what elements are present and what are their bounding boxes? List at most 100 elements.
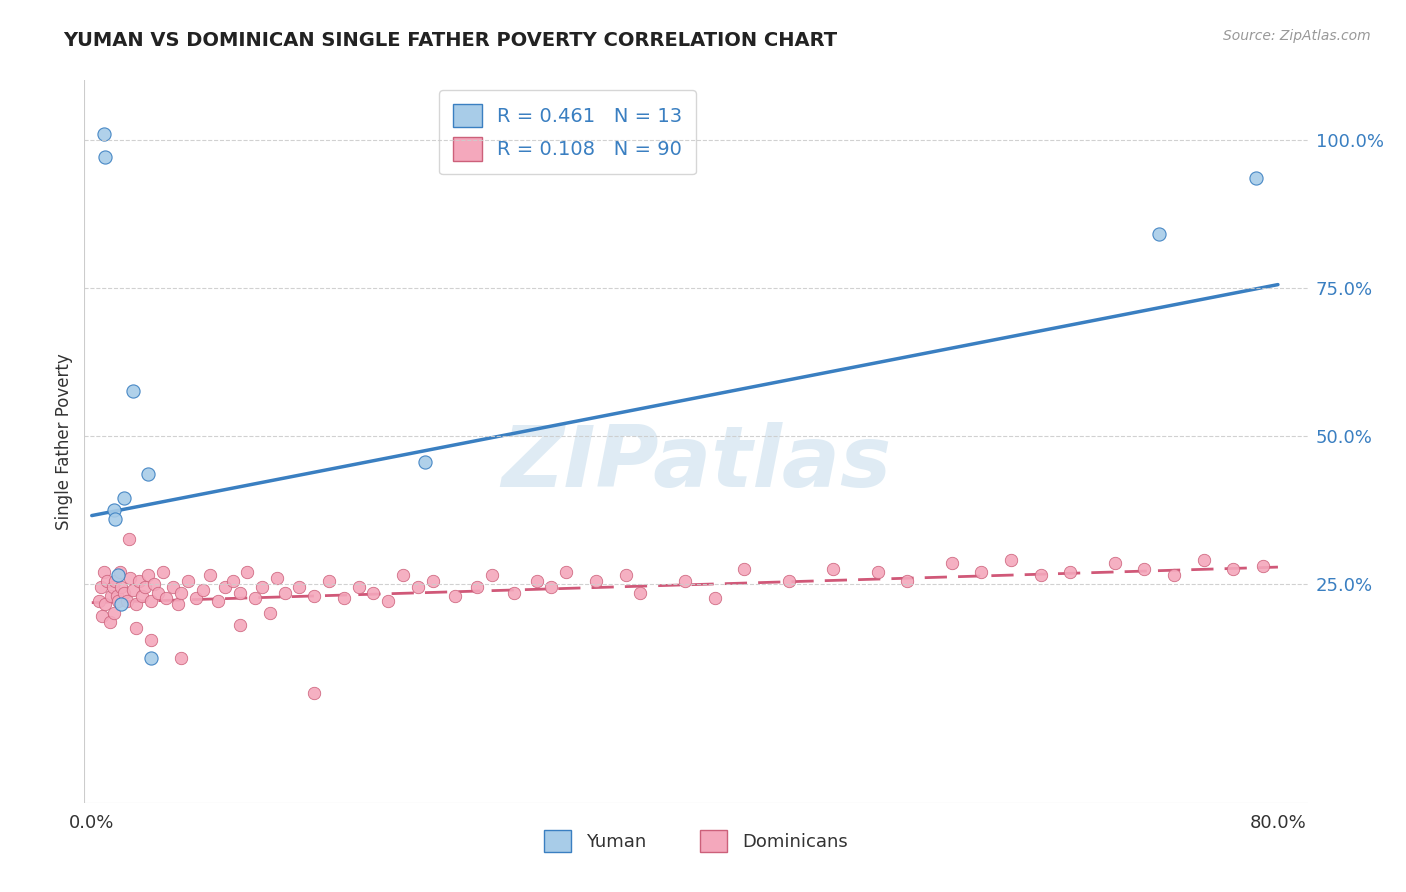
Point	[628, 585, 651, 599]
Point	[363, 585, 385, 599]
Point	[1251, 558, 1274, 573]
Point	[941, 556, 963, 570]
Point	[104, 574, 127, 588]
Point	[128, 574, 150, 588]
Point	[108, 565, 131, 579]
Point	[103, 607, 125, 621]
Point	[112, 491, 135, 505]
Point	[89, 594, 111, 608]
Point	[200, 567, 222, 582]
Point	[1000, 553, 1022, 567]
Point	[229, 585, 252, 599]
Point	[896, 574, 918, 588]
Point	[778, 574, 800, 588]
Point	[139, 650, 162, 665]
Point	[93, 127, 115, 141]
Point	[214, 580, 236, 594]
Point	[377, 594, 399, 608]
Point	[733, 562, 755, 576]
Point	[152, 565, 174, 579]
Point	[866, 565, 889, 579]
Point	[98, 615, 121, 630]
Point	[110, 580, 132, 594]
Point	[614, 567, 637, 582]
Point	[703, 591, 725, 606]
Point	[184, 591, 207, 606]
Point	[333, 591, 356, 606]
Point	[105, 589, 128, 603]
Point	[131, 589, 153, 603]
Point	[1104, 556, 1126, 570]
Point	[1244, 171, 1267, 186]
Point	[122, 582, 145, 597]
Point	[94, 598, 117, 612]
Point	[107, 567, 129, 582]
Point	[673, 574, 696, 588]
Point	[540, 580, 562, 594]
Point	[125, 598, 148, 612]
Text: YUMAN VS DOMINICAN SINGLE FATHER POVERTY CORRELATION CHART: YUMAN VS DOMINICAN SINGLE FATHER POVERTY…	[63, 31, 838, 50]
Point	[139, 594, 162, 608]
Point	[444, 589, 467, 603]
Point	[162, 580, 184, 594]
Point	[1133, 562, 1156, 576]
Point	[139, 632, 162, 647]
Point	[526, 574, 548, 588]
Point	[143, 576, 166, 591]
Point	[148, 585, 170, 599]
Point	[122, 384, 145, 399]
Point	[252, 580, 274, 594]
Point	[103, 502, 125, 516]
Y-axis label: Single Father Poverty: Single Father Poverty	[55, 353, 73, 530]
Point	[1029, 567, 1052, 582]
Point	[155, 591, 177, 606]
Point	[1059, 565, 1081, 579]
Point	[1149, 227, 1171, 242]
Point	[347, 580, 370, 594]
Point	[101, 580, 124, 594]
Point	[170, 585, 193, 599]
Point	[392, 567, 415, 582]
Point	[107, 594, 129, 608]
Point	[823, 562, 845, 576]
Point	[94, 150, 117, 164]
Point	[118, 533, 141, 547]
Point	[177, 574, 200, 588]
Point	[415, 455, 437, 469]
Point	[1222, 562, 1244, 576]
Point	[970, 565, 993, 579]
Point	[136, 567, 159, 582]
Point	[91, 609, 114, 624]
Point	[243, 591, 266, 606]
Point	[555, 565, 578, 579]
Point	[170, 650, 193, 665]
Point	[236, 565, 259, 579]
Point	[318, 574, 340, 588]
Point	[125, 621, 148, 635]
Point	[120, 571, 142, 585]
Point	[1163, 567, 1185, 582]
Legend: Yuman, Dominicans: Yuman, Dominicans	[537, 822, 855, 859]
Point	[110, 598, 132, 612]
Point	[259, 607, 281, 621]
Point	[191, 582, 214, 597]
Point	[104, 511, 127, 525]
Text: Source: ZipAtlas.com: Source: ZipAtlas.com	[1223, 29, 1371, 43]
Point	[273, 585, 295, 599]
Text: ZIPatlas: ZIPatlas	[501, 422, 891, 505]
Point	[134, 580, 156, 594]
Point	[1192, 553, 1215, 567]
Point	[422, 574, 444, 588]
Point	[302, 589, 325, 603]
Point	[221, 574, 243, 588]
Point	[406, 580, 429, 594]
Point	[96, 574, 118, 588]
Point	[207, 594, 229, 608]
Point	[100, 589, 122, 603]
Point	[302, 686, 325, 700]
Point	[585, 574, 607, 588]
Point	[465, 580, 488, 594]
Point	[136, 467, 159, 482]
Point	[288, 580, 311, 594]
Point	[266, 571, 288, 585]
